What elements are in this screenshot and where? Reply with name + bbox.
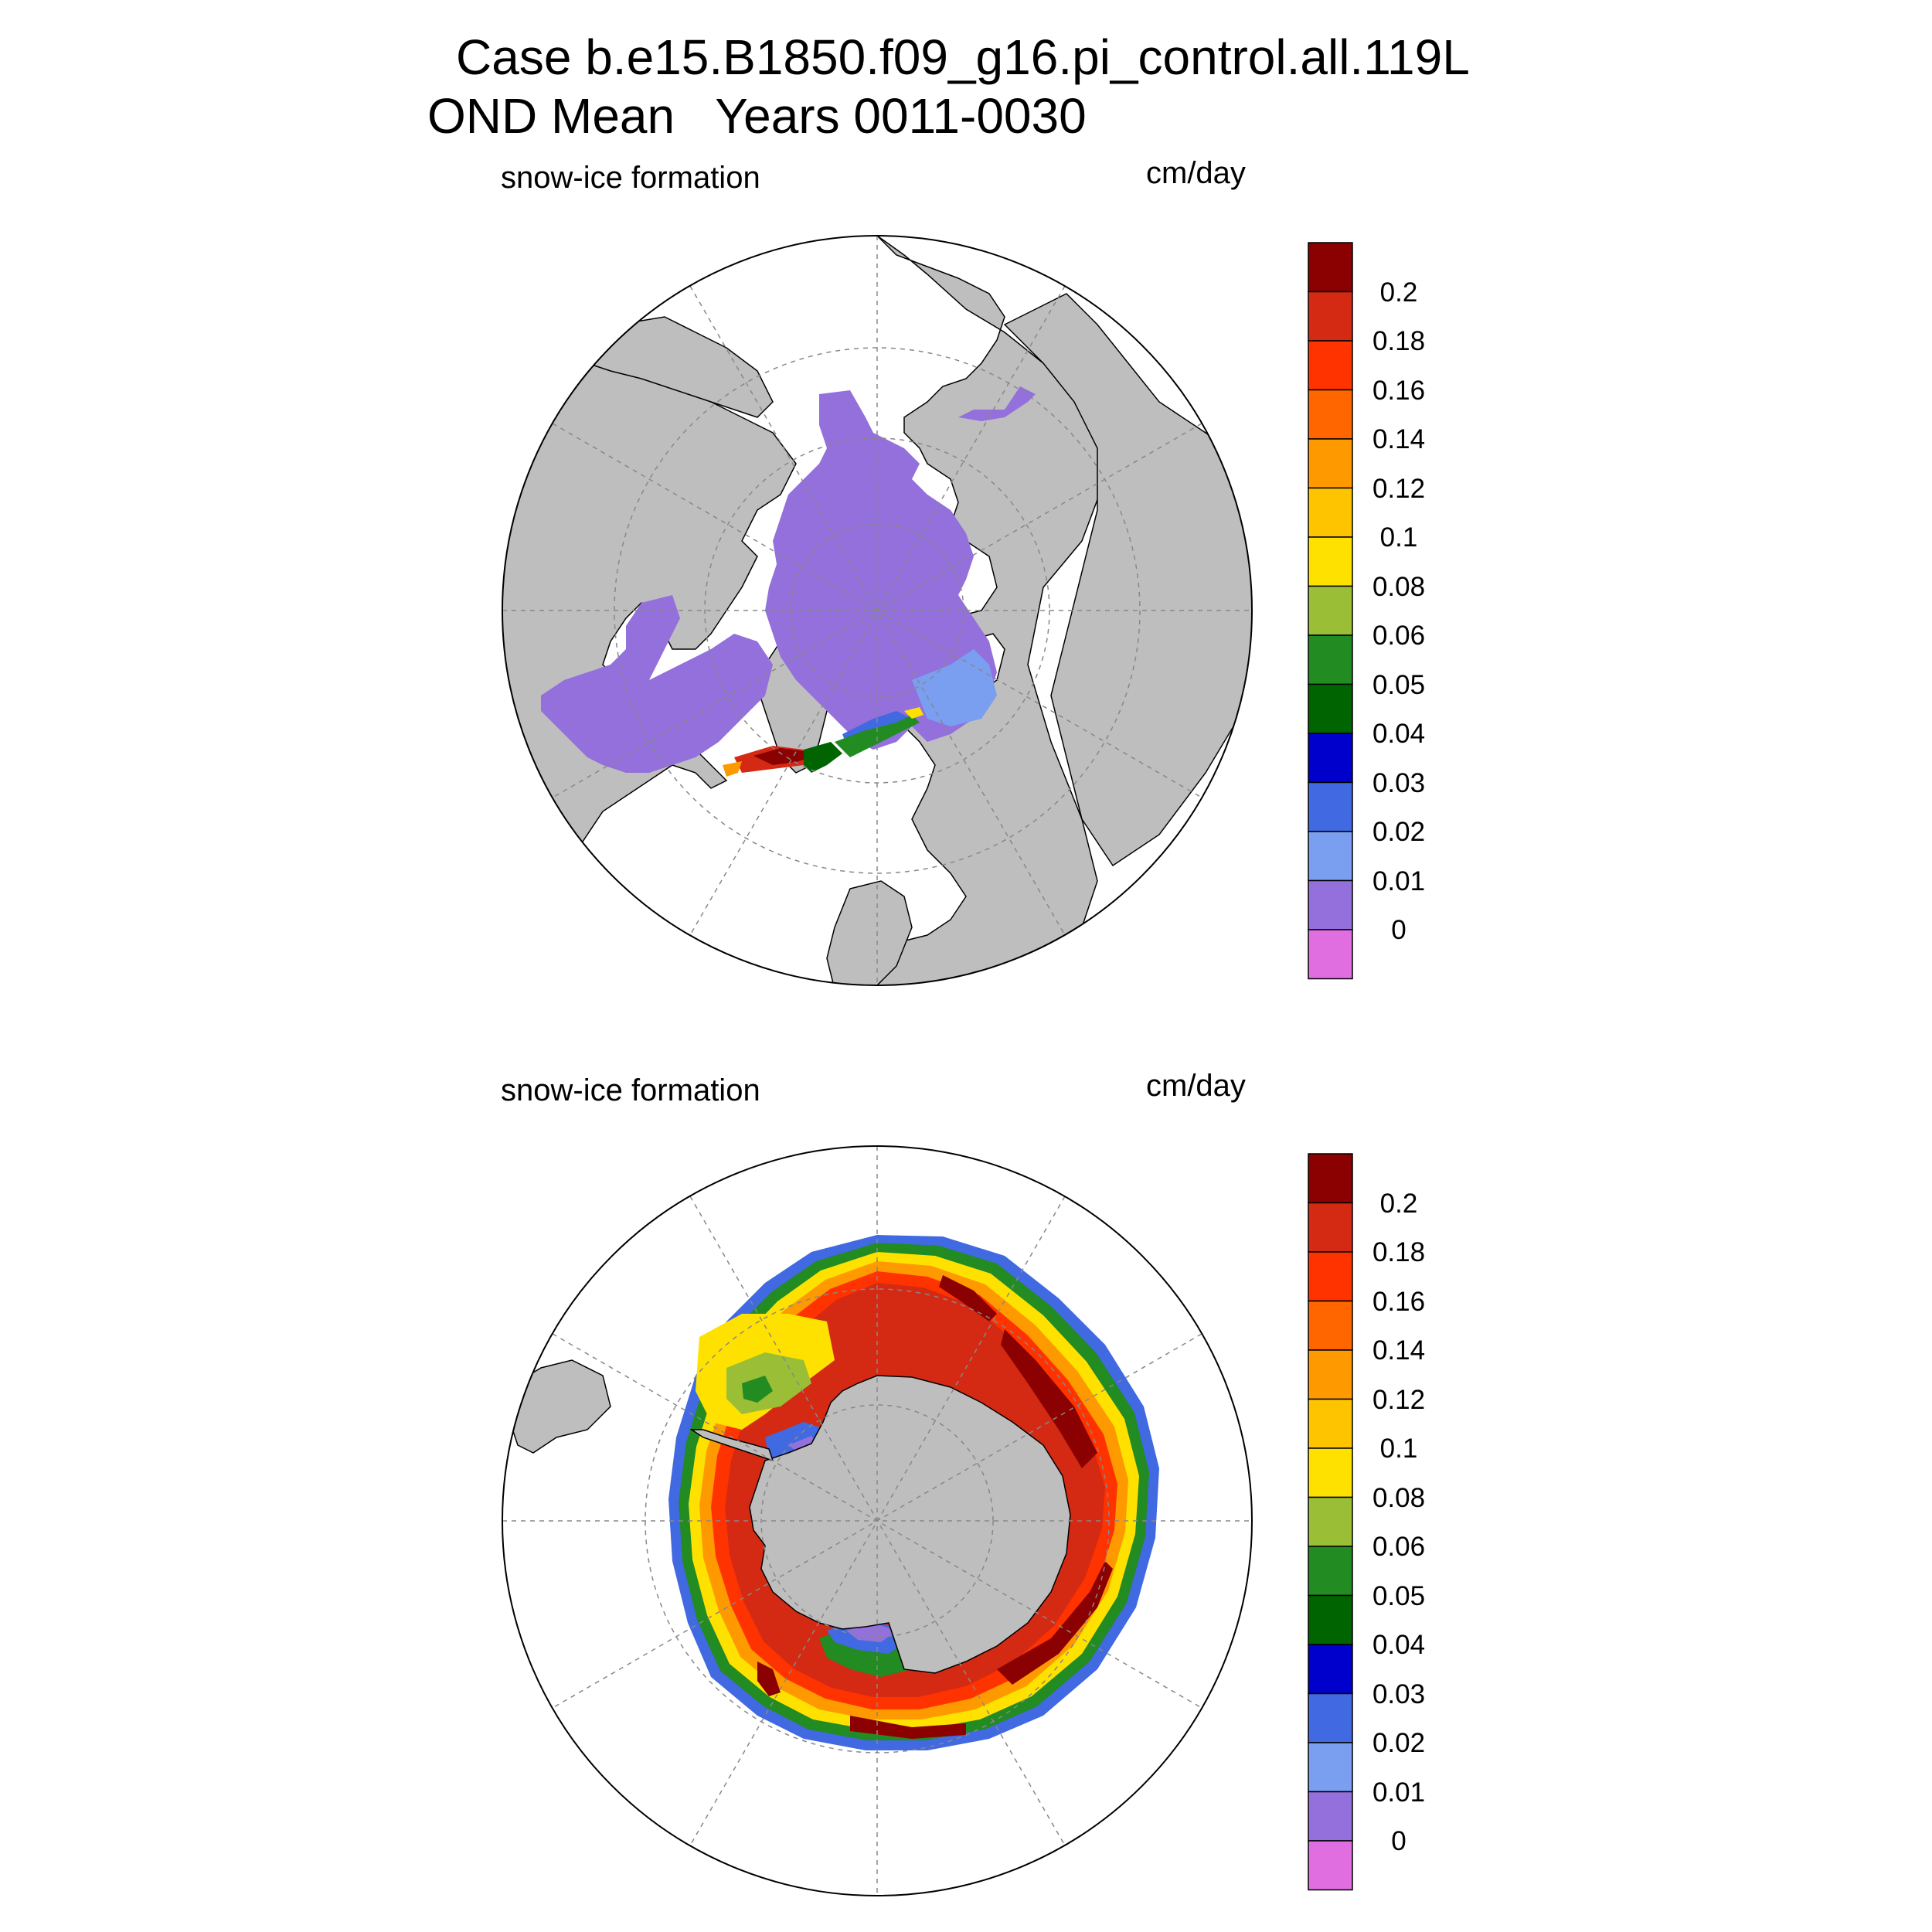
north-colorbar-tick-label: 0.18 [1372, 326, 1426, 356]
north-colorbar-tick-label: 0.08 [1372, 571, 1426, 602]
north-colorbar-tick-label: 0.1 [1379, 522, 1418, 553]
south-graticule [502, 1146, 1252, 1896]
south-panel-units-label: cm/day [1146, 1069, 1246, 1103]
north-field-labrador-orange [723, 761, 742, 777]
north-map-border [502, 235, 1253, 986]
south-colorbar-swatch [1308, 1692, 1353, 1743]
south-colorbar-tick-label: 0.14 [1372, 1335, 1426, 1366]
figure-title-line-2: OND Mean Years 0011-0030 [427, 88, 1087, 144]
north-panel-variable-label: snow-ice formation [501, 161, 760, 195]
south-colorbar-tick-label: 0.2 [1379, 1188, 1418, 1219]
south-colorbar-tick-label: 0.03 [1372, 1679, 1426, 1709]
south-map-border [502, 1145, 1253, 1896]
north-field-yellow-patch [904, 707, 923, 719]
south-colorbar-tick-label: 0 [1391, 1826, 1406, 1856]
north-colorbar [1308, 242, 1353, 980]
south-land-antarctic-peninsula [689, 1429, 774, 1462]
south-colorbar-swatch [1308, 1594, 1353, 1645]
north-colorbar-swatch [1308, 634, 1353, 685]
south-colorbar-swatch [1308, 1644, 1353, 1695]
south-colorbar-swatch [1308, 1447, 1353, 1498]
south-field-weddell-green [742, 1376, 773, 1403]
south-colorbar-tick-label: 0.18 [1372, 1237, 1426, 1267]
north-graticule [502, 236, 1252, 985]
north-colorbar-tick-label: 0.12 [1372, 473, 1426, 504]
north-land-siberia-east [1003, 293, 1252, 867]
north-panel-units-label: cm/day [1146, 156, 1246, 190]
south-colorbar-tick-label: 0.16 [1372, 1286, 1426, 1317]
north-colorbar-swatch [1308, 536, 1353, 587]
south-field-hotspot-east [1001, 1329, 1097, 1468]
north-colorbar-tick-label: 0.03 [1372, 767, 1426, 798]
south-colorbar-tick-label: 0.01 [1372, 1777, 1426, 1808]
north-colorbar-swatch [1308, 340, 1353, 391]
south-colorbar-swatch [1308, 1791, 1353, 1842]
south-colorbar-tick-label: 0.12 [1372, 1384, 1426, 1415]
south-colorbar-tick-label: 0.06 [1372, 1532, 1426, 1562]
south-colorbar-tick-label: 0.04 [1372, 1630, 1426, 1660]
south-colorbar-tick-label: 0.02 [1372, 1728, 1426, 1758]
south-colorbar-swatch [1308, 1398, 1353, 1449]
north-colorbar-tick-label: 0.06 [1372, 621, 1426, 651]
north-colorbar-swatch [1308, 438, 1353, 489]
south-field-hotspot-north [939, 1275, 997, 1321]
south-colorbar-swatch [1308, 1742, 1353, 1793]
north-colorbar-tick-label: 0.14 [1372, 424, 1426, 454]
south-field-hotspot-south [850, 1716, 966, 1739]
south-land-antarctica [749, 1375, 1071, 1674]
north-colorbar-swatch [1308, 929, 1353, 980]
north-field-labrador-darkred [753, 748, 811, 765]
south-field-hotspot-southeast [997, 1561, 1113, 1685]
south-land-south-america [502, 1359, 611, 1454]
north-land-europe-lower [826, 880, 913, 985]
south-colorbar-tick-label: 0.08 [1372, 1482, 1426, 1513]
south-colorbar [1308, 1153, 1353, 1891]
north-colorbar-tick-label: 0.01 [1372, 866, 1426, 896]
north-colorbar-tick-label: 0 [1391, 915, 1406, 945]
south-field-hotspot-west [757, 1662, 781, 1696]
north-colorbar-tick-label: 0.05 [1372, 669, 1426, 700]
north-colorbar-swatch [1308, 831, 1353, 882]
north-colorbar-swatch [1308, 683, 1353, 734]
north-colorbar-tick-label: 0.04 [1372, 719, 1426, 749]
north-colorbar-tick-label: 0.16 [1372, 375, 1426, 406]
north-field-labrador-green [804, 742, 842, 773]
north-colorbar-tick-label: 0.02 [1372, 817, 1426, 847]
north-field-bering [958, 386, 1036, 421]
north-colorbar-swatch [1308, 291, 1353, 342]
south-snow-ice-field [502, 1235, 1159, 1750]
south-colorbar-swatch [1308, 1496, 1353, 1547]
south-colorbar-swatch [1308, 1349, 1353, 1400]
south-colorbar-swatch [1308, 1300, 1353, 1351]
north-colorbar-swatch [1308, 781, 1353, 832]
north-colorbar-swatch [1308, 879, 1353, 930]
south-colorbar-swatch [1308, 1546, 1353, 1597]
north-colorbar-swatch [1308, 242, 1353, 293]
south-colorbar-swatch [1308, 1840, 1353, 1891]
north-field-central-arctic [765, 390, 997, 750]
north-colorbar-swatch [1308, 733, 1353, 784]
north-field-hudson-canadian [541, 595, 773, 773]
south-panel-variable-label: snow-ice formation [501, 1073, 760, 1107]
south-colorbar-tick-label: 0.1 [1379, 1434, 1418, 1464]
north-field-greenland-sea-green [835, 715, 920, 757]
north-colorbar-tick-label: 0.2 [1379, 277, 1418, 308]
north-colorbar-swatch [1308, 585, 1353, 636]
north-polar-map [502, 235, 1253, 986]
north-land-alaska [570, 316, 774, 418]
south-colorbar-swatch [1308, 1202, 1353, 1253]
south-colorbar-tick-label: 0.05 [1372, 1580, 1426, 1611]
figure-title-line-1: Case b.e15.B1850.f09_g16.pi_control.all.… [456, 29, 1470, 85]
south-colorbar-swatch [1308, 1153, 1353, 1204]
north-colorbar-swatch [1308, 389, 1353, 440]
south-polar-map [502, 1145, 1253, 1896]
south-colorbar-swatch [1308, 1251, 1353, 1302]
north-colorbar-swatch [1308, 487, 1353, 538]
